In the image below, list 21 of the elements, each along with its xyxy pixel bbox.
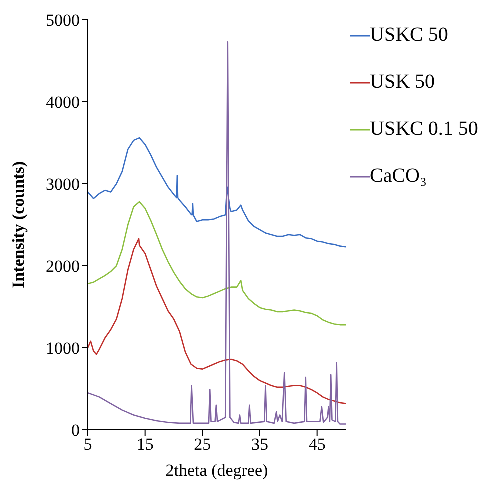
y-tick-label: 1000: [46, 339, 80, 358]
x-axis-title: 2theta (degree): [166, 461, 268, 480]
y-tick-label: 2000: [46, 257, 80, 276]
legend-label: CaCO₃: [370, 165, 427, 188]
x-tick-label: 35: [252, 435, 268, 454]
y-axis-title: Intensity (counts): [9, 161, 28, 289]
x-tick-label: 15: [136, 435, 154, 454]
y-tick-label: 3000: [46, 175, 80, 194]
x-tick-label: 5: [84, 435, 92, 454]
x-tick-label: 25: [194, 435, 212, 454]
y-tick-label: 0: [72, 421, 80, 440]
line-series: [88, 41, 346, 425]
y-tick-label: 5000: [46, 11, 80, 30]
legend-label: USK 50: [370, 71, 436, 94]
line-series: [88, 201, 346, 326]
legend-label: USKC 50: [370, 24, 448, 47]
legend-label: USKC 0.1 50: [370, 118, 478, 141]
x-tick-label: 45: [308, 435, 326, 454]
y-tick-label: 4000: [46, 93, 80, 112]
line-series: [88, 238, 346, 404]
line-series: [88, 137, 346, 248]
